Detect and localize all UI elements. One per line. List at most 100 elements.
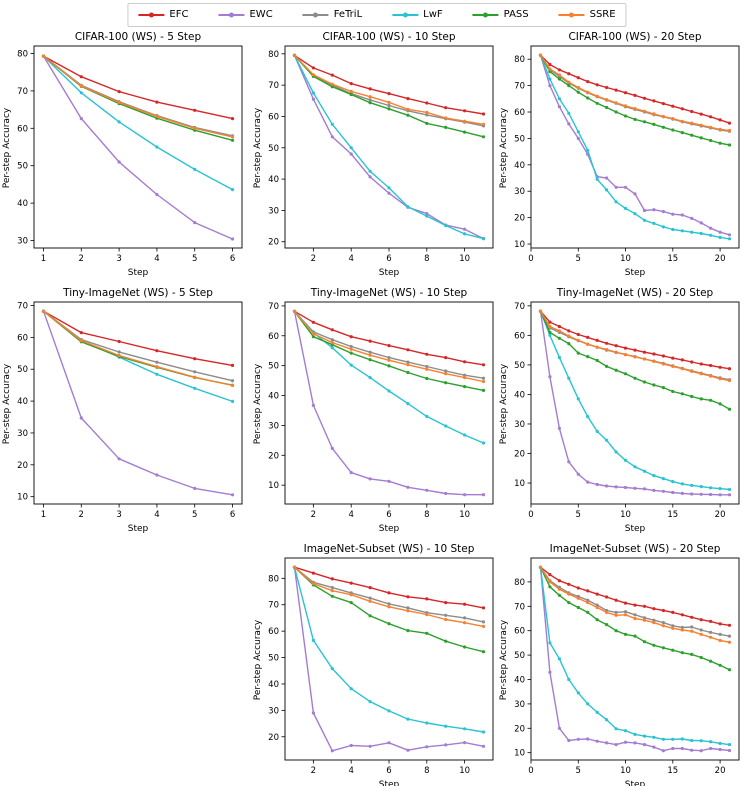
svg-text:10: 10 — [17, 493, 28, 503]
svg-text:70: 70 — [17, 302, 28, 312]
svg-text:5: 5 — [576, 510, 581, 520]
svg-text:70: 70 — [514, 82, 525, 92]
svg-text:2: 2 — [311, 254, 316, 264]
svg-text:70: 70 — [17, 87, 28, 97]
svg-text:60: 60 — [514, 108, 525, 118]
svg-text:30: 30 — [514, 420, 525, 430]
svg-text:6: 6 — [386, 766, 391, 776]
svg-text:20: 20 — [17, 461, 28, 471]
chart-title: CIFAR-100 (WS) - 5 Step — [75, 31, 202, 43]
y-axis-label: Per-step Accuracy — [253, 619, 263, 700]
svg-text:5: 5 — [576, 254, 581, 264]
svg-text:15: 15 — [667, 254, 678, 264]
svg-text:30: 30 — [17, 237, 28, 247]
svg-text:3: 3 — [116, 254, 121, 264]
y-axis-label: Per-step Accuracy — [2, 363, 12, 444]
svg-text:4: 4 — [348, 766, 353, 776]
svg-text:5: 5 — [192, 254, 197, 264]
svg-text:10: 10 — [514, 479, 525, 489]
legend-item-pass: PASS — [472, 10, 529, 20]
svg-text:10: 10 — [459, 766, 470, 776]
svg-text:50: 50 — [514, 651, 525, 661]
svg-text:2: 2 — [79, 510, 84, 520]
svg-text:20: 20 — [514, 724, 525, 734]
chart-title: ImageNet-Subset (WS) - 10 Step — [304, 543, 475, 555]
chart-title: Tiny-ImageNet (WS) - 10 Step — [310, 287, 468, 299]
legend-line-marker-icon — [472, 12, 499, 18]
chart-cifar100-20step: CIFAR-100 (WS) - 20 Step Step Per-step A… — [497, 27, 744, 279]
chart-tinyimagenet-10step: Tiny-ImageNet (WS) - 10 Step Step Per-st… — [251, 283, 498, 535]
svg-text:20: 20 — [715, 766, 726, 776]
svg-text:50: 50 — [514, 134, 525, 144]
x-axis-label: Step — [625, 780, 646, 786]
legend-line-marker-icon — [302, 12, 329, 18]
svg-text:40: 40 — [268, 175, 279, 185]
legend-item-efc: EFC — [138, 10, 188, 20]
y-axis-label: Per-step Accuracy — [253, 363, 263, 444]
svg-text:8: 8 — [424, 254, 429, 264]
legend-line-marker-icon — [138, 12, 165, 18]
legend-label: SSRE — [589, 9, 616, 20]
legend-label: FeTriL — [333, 9, 363, 20]
plot-area: 1 2 3 4 5 6 10 20 30 40 50 60 70 — [17, 302, 243, 520]
chart-tinyimagenet-5step: Tiny-ImageNet (WS) - 5 Step Step Per-ste… — [0, 283, 247, 535]
svg-text:2: 2 — [311, 766, 316, 776]
legend-label: EFC — [169, 9, 189, 20]
svg-text:1: 1 — [41, 254, 46, 264]
svg-text:0: 0 — [528, 510, 533, 520]
chart-title: ImageNet-Subset (WS) - 20 Step — [550, 543, 721, 555]
svg-text:50: 50 — [17, 162, 28, 172]
svg-text:40: 40 — [514, 161, 525, 171]
svg-text:30: 30 — [514, 187, 525, 197]
x-axis-label: Step — [379, 780, 400, 786]
svg-text:30: 30 — [17, 429, 28, 439]
svg-text:20: 20 — [514, 214, 525, 224]
svg-text:6: 6 — [386, 510, 391, 520]
plot-area: 0 5 10 15 20 10 20 30 40 50 60 70 — [514, 301, 740, 520]
svg-text:70: 70 — [268, 81, 279, 91]
svg-text:40: 40 — [17, 199, 28, 209]
plot-area: 0 5 10 15 20 10 20 30 40 50 60 70 80 — [514, 557, 740, 776]
svg-text:80: 80 — [514, 55, 525, 65]
svg-text:80: 80 — [17, 49, 28, 59]
svg-text:10: 10 — [620, 510, 631, 520]
plot-area: 2 4 6 8 10 20 30 40 50 60 70 80 — [268, 557, 494, 776]
plot-area: 2 4 6 8 10 10 20 30 40 50 60 70 — [268, 301, 494, 520]
svg-text:5: 5 — [576, 766, 581, 776]
chart-imagenetsubset-20step: ImageNet-Subset (WS) - 20 Step Step Per-… — [497, 539, 744, 786]
y-axis-label: Per-step Accuracy — [499, 619, 509, 700]
svg-text:60: 60 — [268, 332, 279, 342]
svg-text:15: 15 — [667, 510, 678, 520]
x-axis-label: Step — [379, 268, 400, 278]
legend-line-marker-icon — [392, 12, 419, 18]
svg-text:70: 70 — [514, 602, 525, 612]
svg-text:0: 0 — [528, 254, 533, 264]
svg-text:8: 8 — [424, 510, 429, 520]
svg-text:4: 4 — [348, 510, 353, 520]
svg-text:20: 20 — [268, 238, 279, 248]
legend-item-fetril: FeTriL — [302, 9, 363, 20]
legend-line-marker-icon — [558, 12, 585, 18]
svg-text:6: 6 — [230, 254, 235, 264]
svg-text:50: 50 — [268, 654, 279, 664]
legend-label: EWC — [249, 9, 273, 20]
svg-text:3: 3 — [116, 510, 121, 520]
svg-text:60: 60 — [268, 112, 279, 122]
svg-text:4: 4 — [154, 254, 159, 264]
svg-text:40: 40 — [268, 680, 279, 690]
svg-text:80: 80 — [268, 574, 279, 584]
svg-text:20: 20 — [715, 510, 726, 520]
chart-title: CIFAR-100 (WS) - 20 Step — [568, 31, 701, 43]
y-axis-label: Per-step Accuracy — [253, 107, 263, 188]
svg-text:60: 60 — [17, 333, 28, 343]
svg-text:2: 2 — [79, 254, 84, 264]
svg-text:20: 20 — [268, 733, 279, 743]
svg-text:70: 70 — [514, 302, 525, 312]
svg-text:60: 60 — [514, 627, 525, 637]
legend-item-ewc: EWC — [218, 9, 273, 20]
legend-item-ssre: SSRE — [558, 9, 616, 20]
svg-text:40: 40 — [17, 397, 28, 407]
svg-text:70: 70 — [268, 302, 279, 312]
svg-text:40: 40 — [514, 675, 525, 685]
